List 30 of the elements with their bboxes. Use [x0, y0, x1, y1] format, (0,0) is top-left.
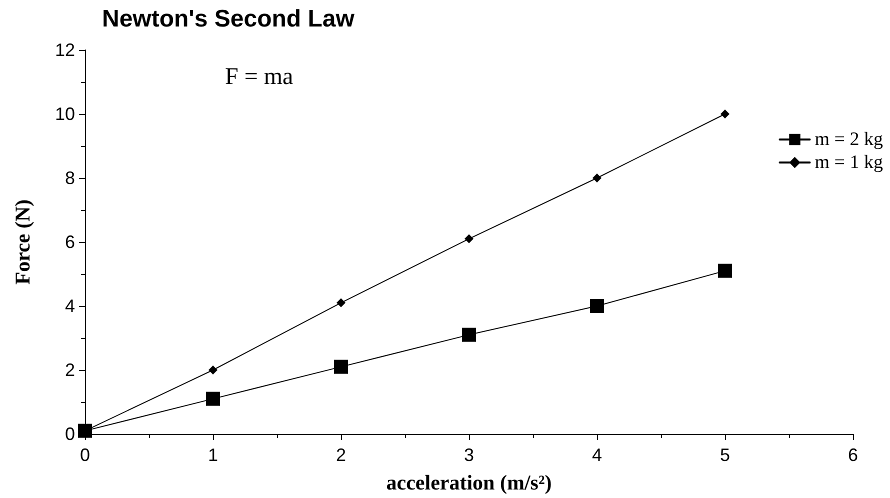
- x-axis-title: acceleration (m/s²): [386, 470, 552, 494]
- point: [462, 328, 476, 342]
- x-tick-label: 1: [208, 445, 218, 465]
- x-tick-label: 0: [80, 445, 90, 465]
- point: [590, 299, 604, 313]
- point: [718, 264, 732, 278]
- point: [464, 234, 474, 244]
- x-tick-label: 5: [720, 445, 730, 465]
- point: [206, 392, 220, 406]
- y-tick-label: 4: [64, 296, 75, 316]
- annotation: F = ma: [225, 64, 294, 90]
- point: [334, 360, 348, 374]
- y-tick-label: 2: [64, 360, 75, 380]
- point: [592, 174, 602, 182]
- x-tick-label: 4: [592, 445, 602, 465]
- point: [208, 366, 218, 374]
- point: [336, 298, 346, 308]
- chart-title: Newton's Second Law: [102, 6, 355, 32]
- x-tick-label: 6: [848, 445, 858, 465]
- legend-label: m = 2 kg: [814, 129, 884, 150]
- y-axis-title: Force (N): [10, 199, 34, 285]
- legend-label: m = 1 kg: [814, 152, 884, 173]
- y-tick-label: 8: [64, 168, 75, 188]
- y-tick-label: 12: [54, 40, 75, 60]
- y-tick-label: 10: [54, 104, 75, 124]
- point: [720, 110, 730, 118]
- x-tick-label: 3: [464, 445, 474, 465]
- x-tick-label: 2: [336, 445, 346, 465]
- y-tick-label: 6: [64, 232, 75, 252]
- y-tick-label: 0: [64, 424, 75, 444]
